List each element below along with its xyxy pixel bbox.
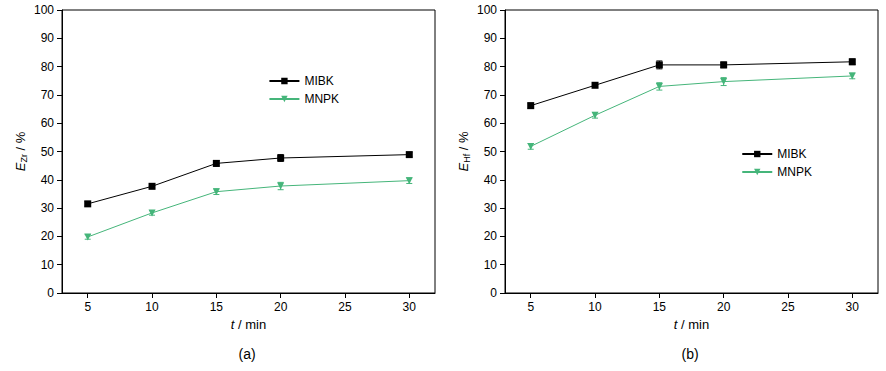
svg-text:MNPK: MNPK <box>777 165 812 179</box>
svg-text:t: t <box>230 316 235 332</box>
svg-text:0: 0 <box>47 286 54 300</box>
svg-text:30: 30 <box>846 300 860 314</box>
svg-text:90: 90 <box>484 31 498 45</box>
svg-text:(a): (a) <box>239 346 256 362</box>
svg-text:80: 80 <box>41 60 55 74</box>
svg-text:/ min: / min <box>677 317 709 332</box>
svg-text:MIBK: MIBK <box>304 74 333 88</box>
svg-text:90: 90 <box>41 31 55 45</box>
svg-text:t: t <box>673 316 678 332</box>
svg-text:10: 10 <box>41 258 55 272</box>
svg-text:10: 10 <box>484 258 498 272</box>
svg-text:60: 60 <box>41 116 55 130</box>
svg-text:80: 80 <box>484 60 498 74</box>
svg-text:100: 100 <box>477 3 497 17</box>
svg-text:30: 30 <box>403 300 417 314</box>
svg-text:70: 70 <box>484 88 498 102</box>
svg-text:40: 40 <box>484 173 498 187</box>
svg-text:30: 30 <box>484 201 498 215</box>
svg-text:60: 60 <box>484 116 498 130</box>
svg-text:20: 20 <box>274 300 288 314</box>
svg-text:50: 50 <box>484 145 498 159</box>
svg-text:E: E <box>13 162 28 171</box>
svg-text:100: 100 <box>34 3 54 17</box>
svg-text:10: 10 <box>145 300 159 314</box>
svg-text:20: 20 <box>484 229 498 243</box>
svg-text:10: 10 <box>588 300 602 314</box>
svg-text:0: 0 <box>490 286 497 300</box>
svg-text:5: 5 <box>84 300 91 314</box>
svg-text:/ min: / min <box>234 317 266 332</box>
svg-text:30: 30 <box>41 201 55 215</box>
svg-text:Hf: Hf <box>461 153 472 163</box>
svg-text:15: 15 <box>210 300 224 314</box>
svg-text:25: 25 <box>338 300 352 314</box>
svg-text:40: 40 <box>41 173 55 187</box>
svg-text:15: 15 <box>653 300 667 314</box>
svg-text:25: 25 <box>781 300 795 314</box>
svg-text:MIBK: MIBK <box>777 147 806 161</box>
svg-text:/ %: / % <box>13 131 28 154</box>
svg-text:/ %: / % <box>456 131 471 154</box>
svg-text:5: 5 <box>527 300 534 314</box>
svg-text:20: 20 <box>41 229 55 243</box>
svg-text:(b): (b) <box>682 346 699 362</box>
svg-text:Zr: Zr <box>19 154 29 163</box>
svg-text:20: 20 <box>717 300 731 314</box>
svg-text:50: 50 <box>41 145 55 159</box>
svg-text:E: E <box>456 163 471 172</box>
svg-text:70: 70 <box>41 88 55 102</box>
svg-text:MNPK: MNPK <box>304 92 339 106</box>
